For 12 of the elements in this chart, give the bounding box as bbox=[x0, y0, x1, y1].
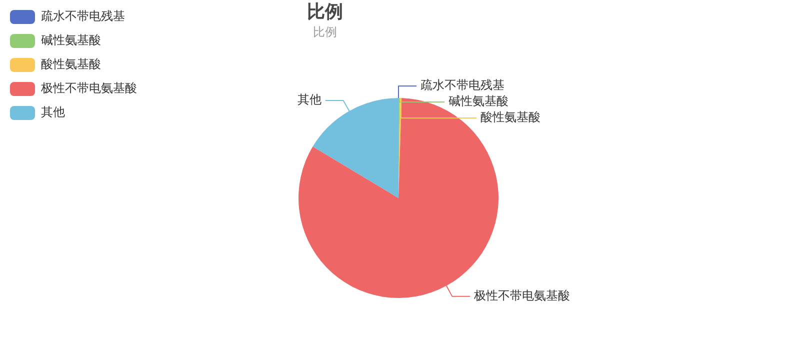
legend-label: 其他 bbox=[41, 105, 65, 120]
legend-label: 碱性氨基酸 bbox=[41, 33, 101, 48]
legend-label: 极性不带电氨基酸 bbox=[40, 81, 137, 96]
slice-label: 酸性氨基酸 bbox=[480, 110, 540, 124]
legend-label: 酸性氨基酸 bbox=[41, 57, 101, 72]
text: 比例 bbox=[313, 24, 337, 39]
legend-label: 疏水不带电残基 bbox=[41, 9, 125, 24]
chart-title: 比例 bbox=[307, 1, 343, 22]
slice-label: 极性不带电氨基酸 bbox=[473, 288, 570, 302]
category-label: 疏水不带电残基 bbox=[420, 78, 504, 92]
slice-label: 其他 bbox=[297, 92, 322, 107]
slice-label: 碱性氨基酸 bbox=[448, 94, 508, 108]
